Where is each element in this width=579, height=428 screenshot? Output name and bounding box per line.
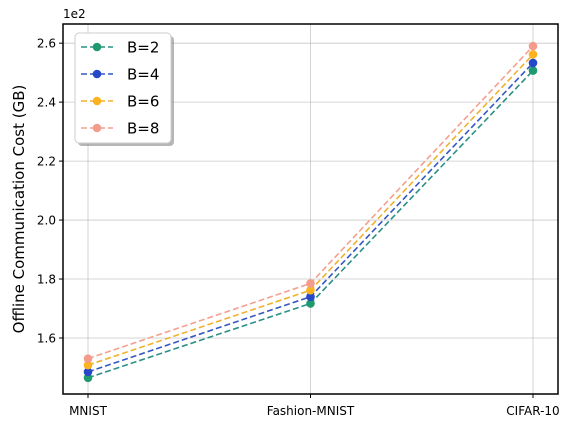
- legend-marker: [92, 123, 102, 133]
- legend-marker: [92, 69, 102, 79]
- legend-box: [74, 32, 172, 144]
- data-point: [83, 373, 93, 383]
- legend: B=2 B=4 B=6 B=8: [74, 32, 174, 146]
- data-point: [528, 66, 538, 75]
- legend-label: B=6: [127, 93, 159, 111]
- legend-label: B=4: [127, 66, 159, 84]
- legend-label: B=8: [127, 120, 159, 138]
- x-tick-label: CIFAR-10: [506, 404, 559, 418]
- y-axis: 1.6 1.8 2.0 2.2 2.4 2.6: [37, 37, 63, 345]
- x-axis: MNIST Fashion-MNIST CIFAR-10: [69, 394, 560, 418]
- x-tick-label: MNIST: [69, 404, 107, 418]
- legend-label: B=2: [127, 39, 159, 57]
- legend-marker: [92, 96, 102, 106]
- y-tick-label: 2.4: [37, 96, 56, 110]
- data-point: [83, 367, 93, 377]
- series-lines: [83, 41, 538, 383]
- y-tick-label: 1.6: [37, 331, 56, 345]
- data-point: [306, 299, 315, 308]
- data-point: [83, 354, 93, 363]
- data-point: [528, 58, 538, 68]
- legend-marker: [92, 42, 102, 52]
- data-point: [528, 50, 538, 59]
- x-tick-label: Fashion-MNIST: [267, 404, 355, 418]
- y-tick-label: 2.2: [37, 155, 56, 169]
- y-axis-scale-label: 1e2: [63, 7, 86, 21]
- data-point: [528, 41, 538, 51]
- y-tick-label: 1.8: [37, 273, 56, 287]
- data-point: [306, 279, 315, 288]
- data-point: [306, 292, 315, 302]
- y-tick-label: 2.0: [37, 214, 56, 228]
- y-axis-label: Offline Communication Cost (GB): [10, 85, 28, 334]
- data-point: [83, 360, 93, 370]
- y-tick-label: 2.6: [37, 37, 56, 51]
- data-point: [306, 285, 315, 295]
